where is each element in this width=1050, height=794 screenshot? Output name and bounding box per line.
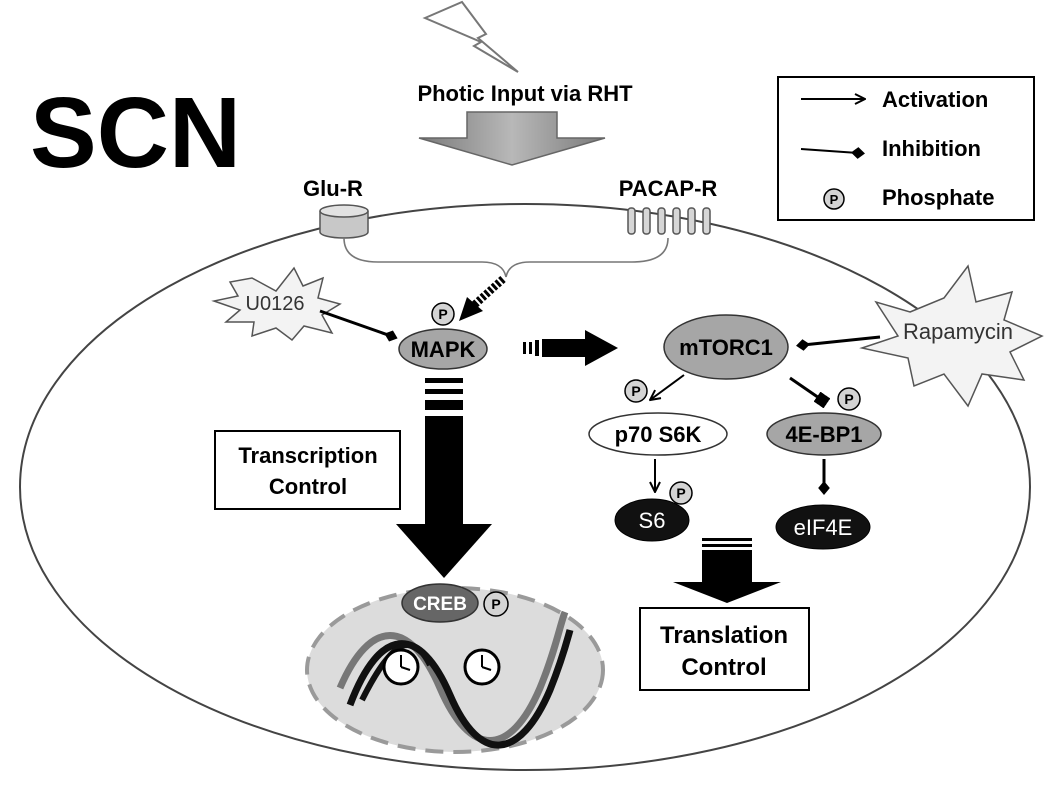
clock-icon <box>463 648 501 686</box>
pacap-receptor-label: PACAP-R <box>619 176 718 201</box>
clock-icon <box>382 648 420 686</box>
s6-node <box>614 498 690 542</box>
mapk-to-mtorc1-arrow <box>523 330 618 366</box>
photic-input-label: Photic Input via RHT <box>417 81 633 106</box>
u0126-label: U0126 <box>246 293 305 315</box>
legend-activation-label: Activation <box>882 87 988 112</box>
mtorc1-node <box>663 314 789 380</box>
s6-label: S6 <box>639 508 666 533</box>
legend: Activation Inhibition P Phosphate <box>777 76 1035 221</box>
photic-input-arrow <box>418 111 606 166</box>
legend-inhibition-label: Inhibition <box>882 136 981 161</box>
rapamycin-inhibits-mtorc1 <box>796 335 881 351</box>
transcription-control-line2: Control <box>269 474 347 499</box>
p70s6k-label: p70 S6K <box>615 422 702 447</box>
glu-receptor-icon <box>319 204 369 239</box>
pacap-receptor-icon <box>627 207 711 235</box>
rapamycin-label: Rapamycin <box>903 319 1013 344</box>
legend-phosphate-icon <box>823 188 845 210</box>
mtorc1-label: mTORC1 <box>679 335 773 360</box>
p70s6k-phospho-icon <box>624 379 648 403</box>
translation-control-box <box>639 607 810 691</box>
legend-inhibition-line <box>800 147 865 159</box>
creb-label: CREB <box>413 594 467 615</box>
4ebp1-phospho-icon <box>837 387 861 411</box>
mapk-phospho-symbol: P <box>438 306 447 322</box>
creb-phospho-icon <box>483 591 509 617</box>
transcription-control-box <box>214 430 401 510</box>
u0126-inhibits-mapk <box>319 309 398 342</box>
s6-phospho-symbol: P <box>676 485 685 501</box>
translation-control-line2: Control <box>681 654 766 681</box>
u0126-starburst <box>211 266 342 342</box>
transcription-control-line1: Transcription <box>238 443 377 468</box>
translation-control-line1: Translation <box>660 622 788 649</box>
dna-helix <box>336 610 574 749</box>
cell-membrane <box>19 203 1031 771</box>
4ebp1-phospho-symbol: P <box>844 391 853 407</box>
mapk-to-nucleus-arrow <box>396 378 492 578</box>
receptor-convergence-bracket <box>343 237 669 278</box>
glu-receptor-label: Glu-R <box>303 176 363 201</box>
mapk-phospho-icon <box>431 302 455 326</box>
mapk-node <box>398 328 488 370</box>
legend-phosphate-label: Phosphate <box>882 185 994 210</box>
legend-phosphate-symbol: P <box>830 192 839 207</box>
lightning-icon <box>422 0 519 73</box>
eif4e-label: eIF4E <box>794 515 853 540</box>
mtorc1-to-p70s6k-arrow <box>650 374 685 400</box>
creb-node <box>401 583 479 623</box>
legend-box <box>777 76 1035 221</box>
page-title: SCN <box>30 77 241 189</box>
4ebp1-node <box>766 412 882 456</box>
s6-phospho-icon <box>669 481 693 505</box>
4ebp1-label: 4E-BP1 <box>785 422 862 447</box>
to-translation-arrow <box>673 538 781 603</box>
mtorc1-inhibits-4ebp1 <box>789 376 831 409</box>
mapk-label: MAPK <box>411 337 476 362</box>
rapamycin-starburst <box>859 264 1044 408</box>
p70s6k-node <box>588 412 728 456</box>
receptor-to-mapk-arrow <box>459 276 506 321</box>
eif4e-node <box>775 504 871 550</box>
p70s6k-phospho-symbol: P <box>631 383 640 399</box>
creb-phospho-symbol: P <box>491 596 500 612</box>
